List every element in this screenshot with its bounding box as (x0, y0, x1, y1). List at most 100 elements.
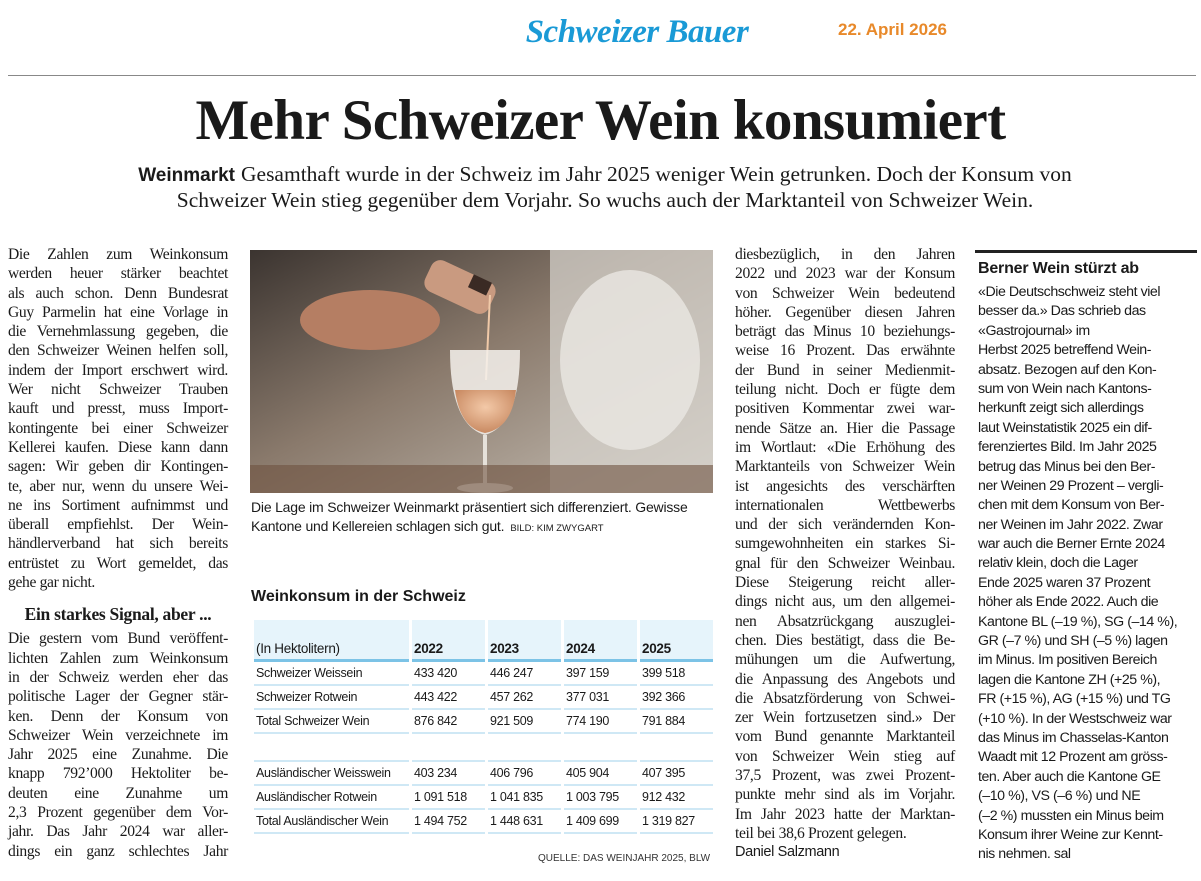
subheading: Ein starkes Signal, aber ... (24, 604, 212, 625)
table-cell: 1 003 795 (564, 786, 637, 810)
text-line: politische Lager der Gegner stär- (8, 688, 228, 706)
text-line: überall empfiehlst. Der Wein- (8, 516, 228, 534)
text-line: herkunft zeigt sich allerdings (978, 400, 1144, 417)
text-line: teil bei 38,6 Prozent gelegen. (735, 824, 907, 842)
table-cell: 1 494 752 (412, 810, 485, 834)
text-line: sagen: Wir geben dir Kontingen- (8, 458, 228, 476)
text-line: der Bund in seiner Medienmit- (735, 361, 955, 379)
year-header: 2025 (640, 620, 713, 662)
text-line: gnal für den Schweizer Weinbau. (735, 554, 955, 572)
year-header: 2024 (564, 620, 637, 662)
text-line: knapp 792’000 Hektoliter be- (8, 765, 228, 783)
table-cell: 407 395 (640, 762, 713, 786)
text-line: in der Schweiz werden eher das (8, 668, 228, 686)
text-line: internationalen Wettbewerbs (735, 496, 955, 514)
row-label: Total Schweizer Wein (254, 710, 409, 734)
sidebar-title: Berner Wein stürzt ab (978, 260, 1139, 277)
text-line: Im Jahr 2023 hatte der Marktan- (735, 805, 955, 823)
text-line: als auch schon. Denn Bundesrat (8, 284, 228, 302)
table-cell: 405 904 (564, 762, 637, 786)
empty-cell (412, 734, 485, 762)
text-line: beträgt das Minus 10 beziehungs- (735, 323, 955, 341)
schweizer-bauer-logo: Schweizer Bauer (526, 14, 751, 50)
lead-line: Schweizer Wein stieg gegenüber dem Vorja… (176, 188, 1034, 212)
text-line: höher als Ende 2022. Auch die (978, 594, 1159, 611)
text-line: Kantone BL (–19 %), SG (–14 %), (978, 613, 1178, 630)
empty-cell (640, 734, 713, 762)
text-line: höher. Gegenüber diesen Jahren (735, 303, 955, 321)
text-line: ten. Aber auch die Kantone GE (978, 768, 1161, 785)
text-line: 2022 und 2023 war der Konsum (735, 265, 955, 283)
text-line: werden heuer stärker beachtet (8, 265, 228, 283)
text-line: chen mit dem Konsum von Ber- (978, 497, 1165, 514)
text-line: dings ein ganz schlechtes Jahr (8, 842, 228, 860)
text-line: dings nicht aus, um den allgemei- (735, 593, 955, 611)
text-line: ner Weinen im Jahr 2022. Zwar (978, 516, 1163, 533)
text-line: ken. Denn der Konsum von (8, 707, 228, 725)
text-line: Schweizer Wein verzeichnete im (8, 726, 228, 744)
table-row: Total Ausländischer Wein 1 494 752 1 448 6… (254, 810, 713, 834)
text-line: Guy Parmelin hat eine Vorlage in (8, 303, 228, 321)
text-line: im Wortlaut: «Die Erhöhung des (735, 438, 955, 456)
text-line: besser da.» Das schrieb das (978, 303, 1146, 320)
text-line: Diese Steigerung reicht aller- (735, 574, 955, 592)
text-line: sum von Wein nach Kantons- (978, 380, 1152, 397)
text-line: kontingente bei einer Schweizer (8, 419, 228, 437)
table-cell: 397 159 (564, 662, 637, 686)
text-line: im Minus. Im positiven Bereich (978, 652, 1157, 669)
text-line: die Vernehmlassung gegeben, die (8, 323, 228, 341)
text-line: sumgewohnheiten ein starkes Si- (735, 535, 955, 553)
text-line: positiven Kommentar zwei war- (735, 400, 955, 418)
text-line: händlerverband hat sich bereits (8, 535, 228, 553)
table-title: Weinkonsum in der Schweiz (251, 588, 466, 605)
text-line: das Minus im Chasselas-Kanton (978, 729, 1169, 746)
row-label: Schweizer Weissein (254, 662, 409, 686)
table-row: Ausländischer Rotwein 1 091 518 1 041 835 1… (254, 786, 713, 810)
table-cell: 433 420 (412, 662, 485, 686)
article-photo (250, 250, 713, 493)
text-line: die Absatzförderung von Schwei- (735, 689, 955, 707)
text-line: Ende 2025 waren 37 Prozent (978, 574, 1151, 591)
issue-date: 22. April 2026 (838, 20, 947, 39)
author-byline: Daniel Salzmann (735, 844, 840, 861)
spacer-row (254, 734, 713, 762)
text-line: «Gastrojournal» im (978, 322, 1090, 339)
text-line: te, aber nur, wenn du unsere Wei- (8, 477, 228, 495)
table-row: Ausländischer Weisswein 403 234 406 796 405… (254, 762, 713, 786)
table-cell: 403 234 (412, 762, 485, 786)
column-1: Die Zahlen zum Weinkonsum werden heuer st… (8, 245, 228, 861)
text-line: nende Sätze an. Hier die Passage (735, 419, 955, 437)
text-line: vom Bund genannte Marktanteil (735, 728, 955, 746)
text-line: entrüstet zu Wort gemeldet, das (8, 554, 228, 572)
lead-line: Gesamthaft wurde in der Schweiz im Jahr … (241, 162, 1072, 186)
svg-text:Schweizer Bauer: Schweizer Bauer (526, 14, 750, 50)
row-label: Schweizer Rotwein (254, 686, 409, 710)
text-line: nis nehmen. sal (978, 846, 1071, 863)
table-cell: 406 796 (488, 762, 561, 786)
text-line: lichten Zahlen zum Weinkonsum (8, 649, 228, 667)
text-line: von Schweizer Wein bedeutend (735, 284, 955, 302)
text-line: FR (+15 %), AG (+15 %) und TG (978, 691, 1171, 708)
wine-consumption-table: (In Hektolitern) 2022 2023 2024 2025 Sch… (251, 620, 716, 834)
text-line: relativ klein, doch die Lager (978, 555, 1138, 572)
text-line: (–2 %) mussten ein Minus beim (978, 807, 1164, 824)
text-line: teilung nicht. Doch er fügte dem (735, 381, 955, 399)
text-line: nen Absatzrückgang auszuglei- (735, 612, 955, 630)
unit-header: (In Hektolitern) (254, 620, 409, 662)
table-cell: 912 432 (640, 786, 713, 810)
text-line: Kellerei kaufen. Diese kann dann (8, 438, 228, 456)
empty-cell (488, 734, 561, 762)
photo-credit: BILD: KIM ZWYGART (510, 523, 604, 534)
text-line: Die Zahlen zum Weinkonsum (8, 246, 228, 263)
text-line: (–10 %), VS (–6 %) und NE (978, 788, 1141, 805)
text-line: ferenziertes Bild. Im Jahr 2025 (978, 439, 1157, 456)
text-line: weise 16 Prozent. Das erwähnte (735, 342, 955, 360)
table-source: QUELLE: DAS WEINJAHR 2025, BLW (538, 853, 711, 864)
text-line: «Die Deutschschweiz steht viel (978, 284, 1161, 300)
header-divider (8, 75, 1196, 76)
text-line: diesbezüglich, in den Jahren (735, 246, 955, 263)
column-3: diesbezüglich, in den Jahren 2022 und 202… (735, 245, 955, 863)
text-line: Marktanteils von Schweizer Wein (735, 458, 955, 476)
text-line: und der sich verändernden Kon- (735, 516, 955, 534)
table-cell: 1 448 631 (488, 810, 561, 834)
